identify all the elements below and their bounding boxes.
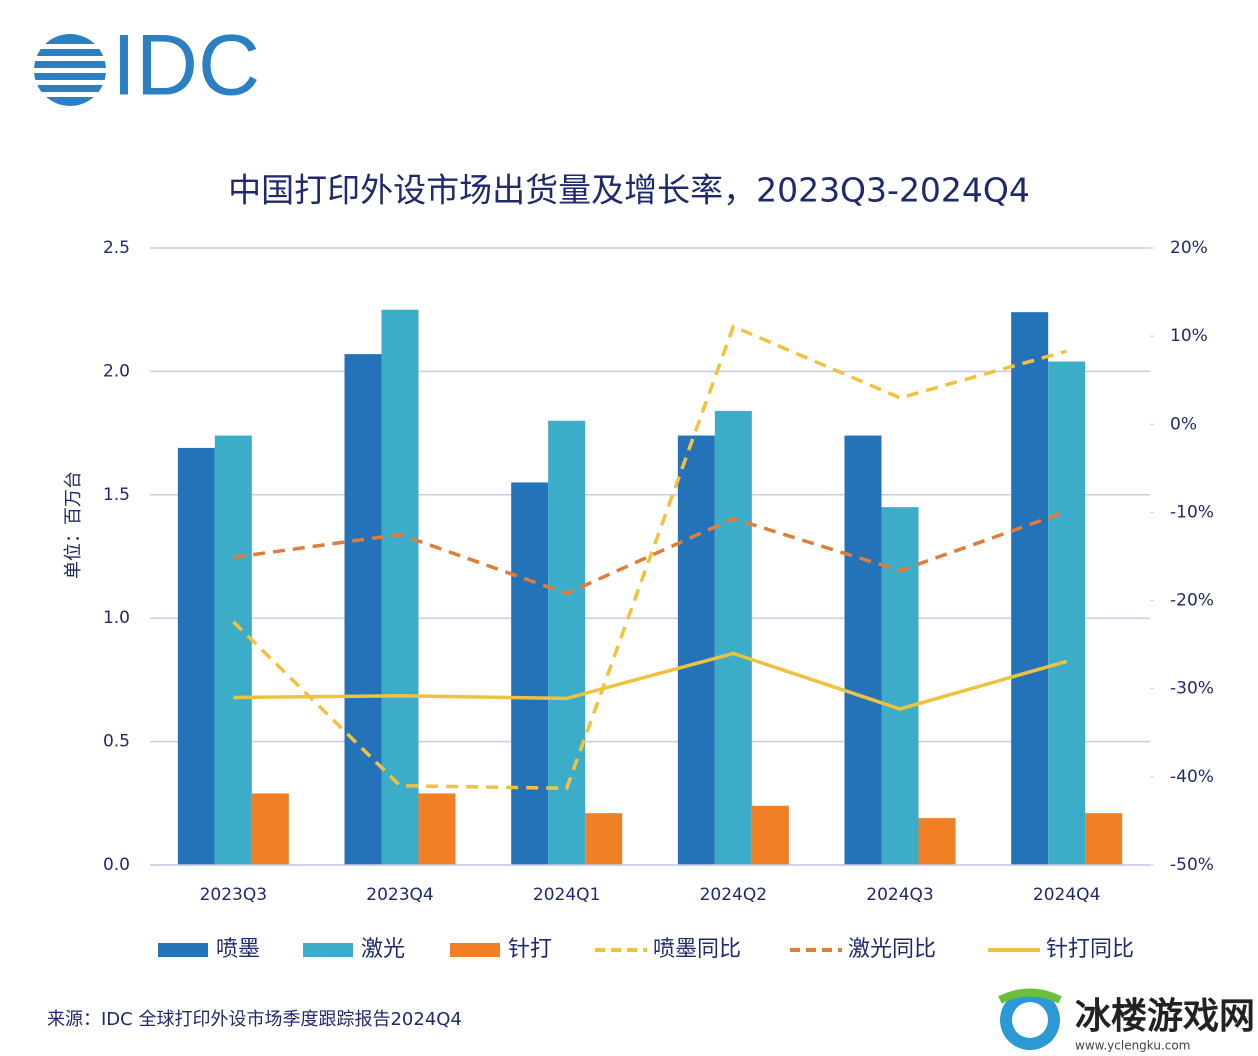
y2-tick-label: 20% [1170,238,1208,258]
x-tick-label: 2024Q2 [700,885,767,905]
bar [177,447,215,865]
bar [1085,813,1123,865]
line [232,324,1068,791]
x-tick-label: 2023Q4 [366,885,433,905]
watermark: 冰楼游戏网 www.yclengku.com [998,988,1255,1053]
y-tick-label: 1.5 [103,485,130,505]
legend-swatch [450,943,500,957]
legend-label: 激光 [361,937,405,962]
bar [1011,312,1049,866]
y-tick-label: 1.0 [103,608,130,628]
legend-swatch [303,943,353,957]
x-tick-label: 2024Q4 [1033,885,1100,905]
logo-mark [30,34,110,106]
bar [918,818,956,865]
bar [881,507,919,865]
y-tick-label: 2.5 [103,238,130,258]
bar [677,435,715,865]
legend-label: 针打 [508,937,552,962]
source-note: 来源：IDC 全球打印外设市场季度跟踪报告2024Q4 [47,1009,462,1030]
x-tick-label: 2023Q3 [200,885,267,905]
bar [751,805,789,865]
y-axis-label: 单位：百万台 [63,471,84,579]
y2-tick-label: -10% [1170,502,1214,522]
y-tick-label: 2.0 [103,361,130,381]
bar [214,435,252,865]
legend-label: 激光同比 [848,937,936,962]
bar [511,482,549,865]
y2-tick-label: -30% [1170,679,1214,699]
bar [844,435,882,865]
x-tick-label: 2024Q3 [866,885,933,905]
chart-title: 中国打印外设市场出货量及增长率，2023Q3-2024Q4 [228,171,1030,210]
bar [714,410,752,865]
bar [418,793,456,865]
legend-label: 喷墨同比 [653,937,741,962]
y2-tick-label: 10% [1170,326,1208,346]
line [233,651,1068,711]
legend-label: 喷墨 [216,937,260,962]
y2-tick-label: 0% [1170,414,1197,434]
y2-tick-label: -20% [1170,591,1214,611]
bar [585,813,623,865]
bar [1048,361,1086,865]
legend-label: 针打同比 [1046,937,1134,962]
bar [344,354,382,865]
legend-swatch [158,943,208,957]
watermark-url: www.yclengku.com [1075,1039,1190,1053]
y-tick-label: 0.0 [103,855,130,875]
logo: IDC [112,18,260,114]
bar [381,309,419,865]
x-tick-label: 2024Q1 [533,885,600,905]
line [233,509,1068,596]
bar [251,793,289,865]
y2-tick-label: -40% [1170,767,1214,787]
watermark-text: 冰楼游戏网 [1075,996,1255,1037]
y2-tick-label: -50% [1170,855,1214,875]
y-tick-label: 0.5 [103,732,130,752]
bar [548,420,586,865]
